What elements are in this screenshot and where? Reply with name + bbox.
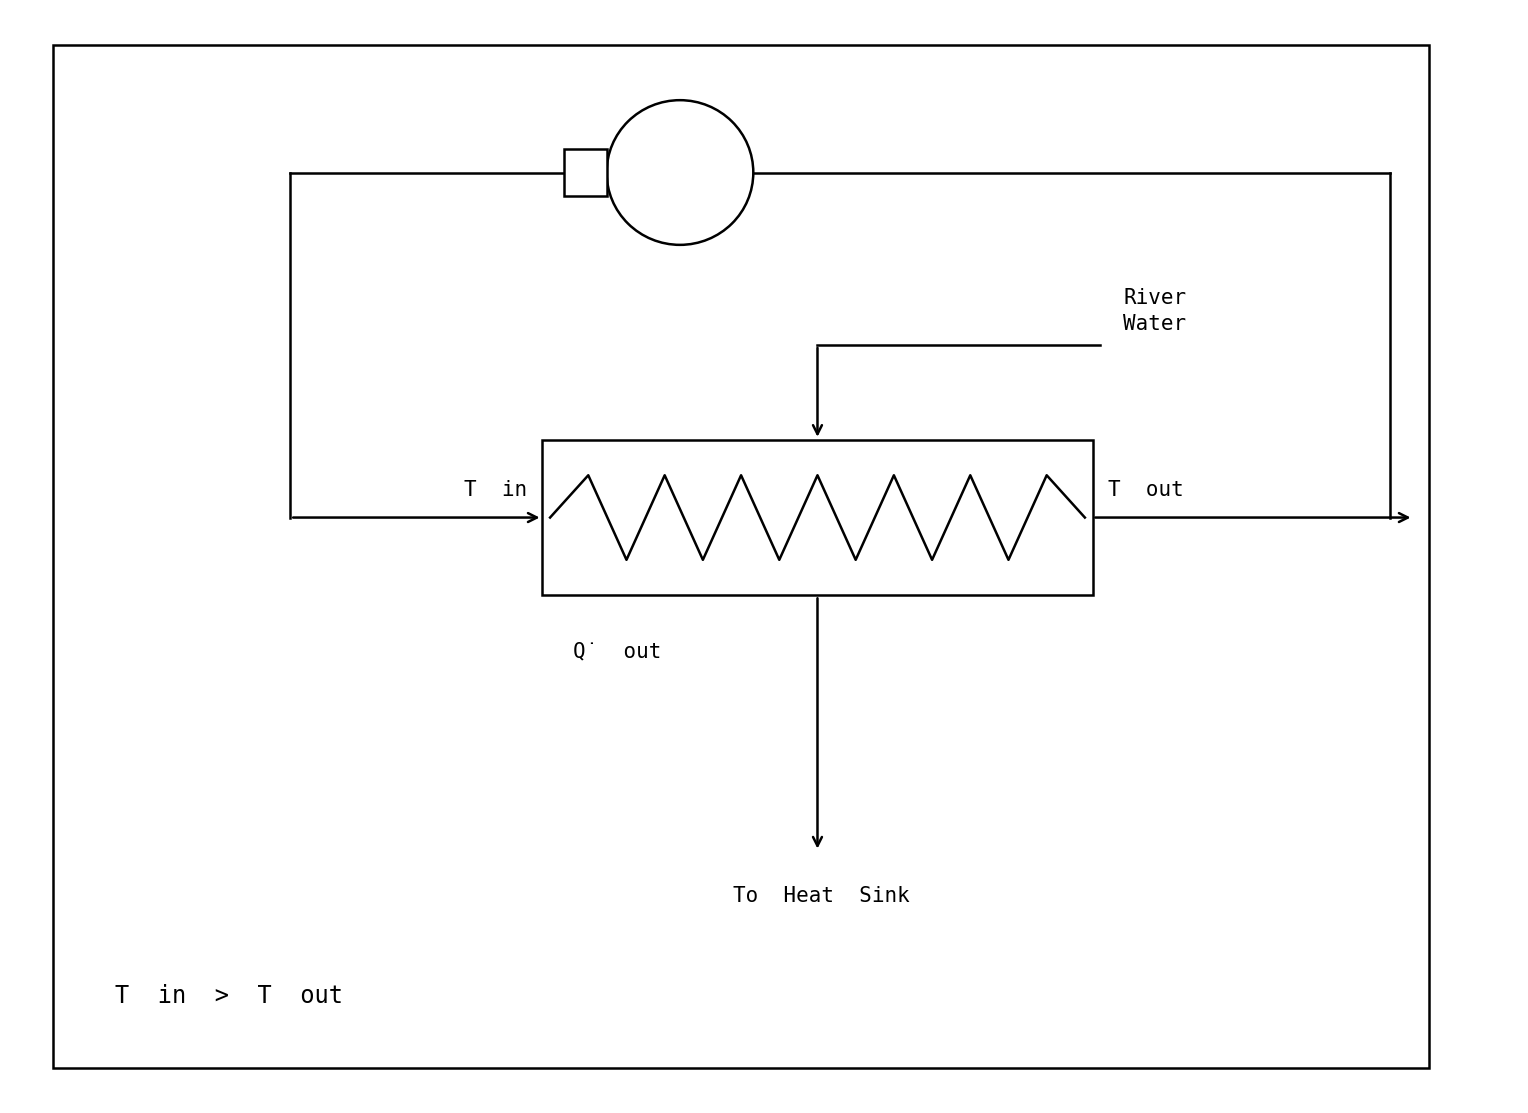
Text: T  in  >  T  out: T in > T out	[115, 984, 342, 1008]
Text: Q̇  out: Q̇ out	[573, 641, 662, 661]
Text: River
Water: River Water	[1123, 287, 1186, 334]
Text: To  Heat  Sink: To Heat Sink	[733, 886, 911, 906]
Text: T  in: T in	[465, 480, 527, 500]
Bar	[564, 149, 607, 196]
Text: T  out: T out	[1108, 480, 1184, 500]
Bar	[542, 440, 1093, 595]
Ellipse shape	[607, 100, 753, 245]
